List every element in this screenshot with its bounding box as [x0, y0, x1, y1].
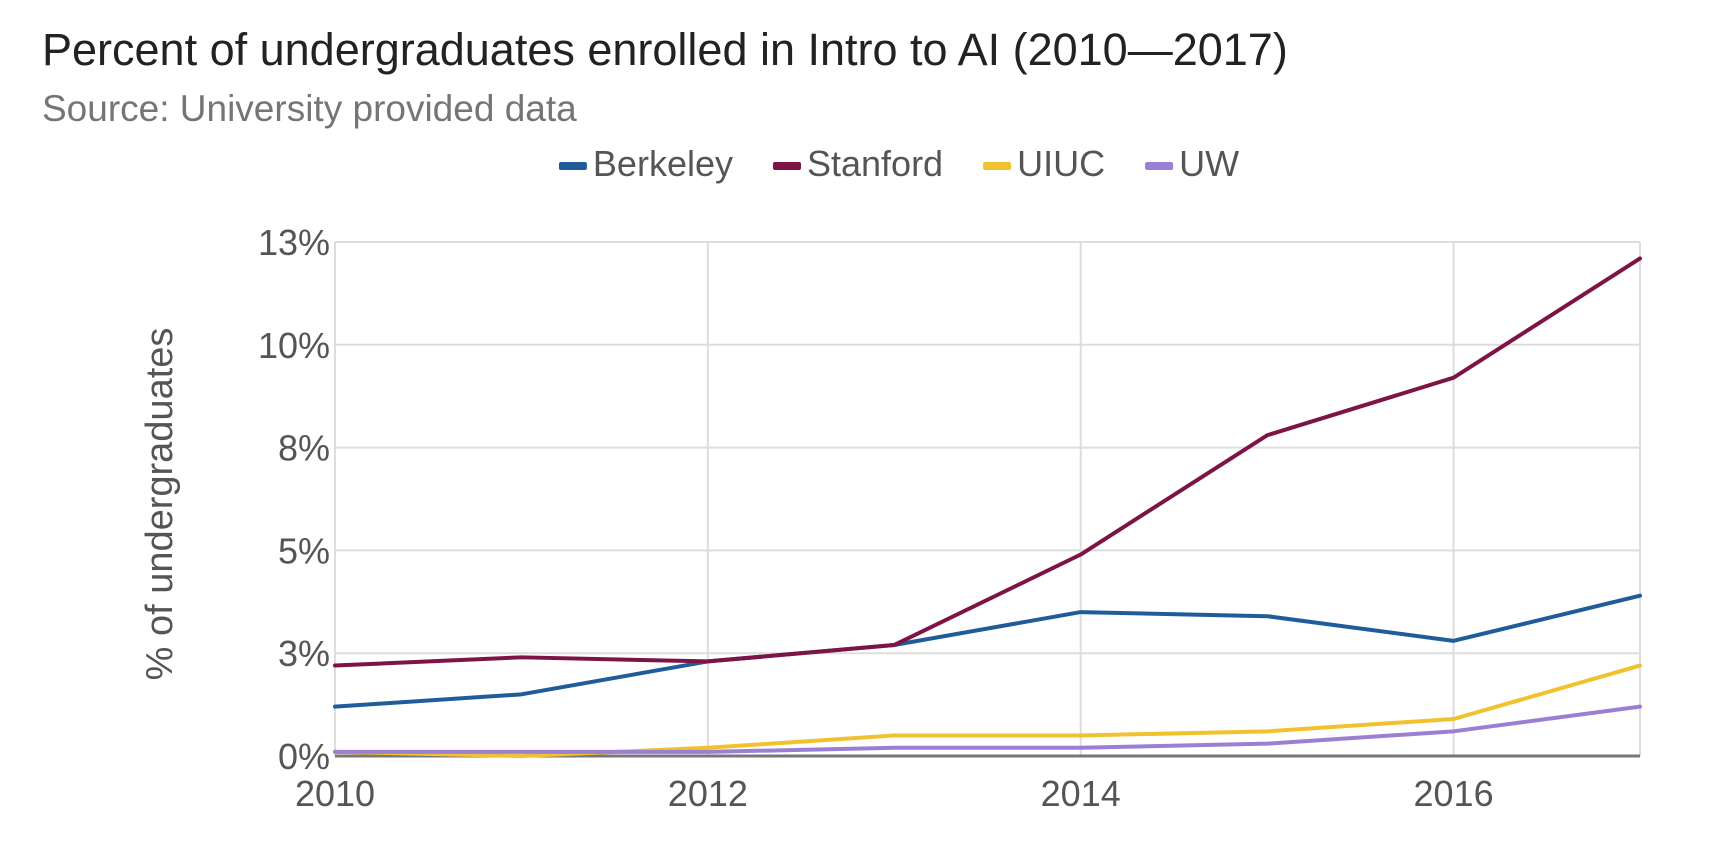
series-line-stanford [333, 256, 1642, 668]
chart-subtitle: Source: University provided data [42, 88, 577, 129]
grid [334, 241, 1641, 756]
y-tick-label: 3% [278, 633, 330, 674]
legend-item-berkeley: Berkeley [558, 143, 733, 184]
axes: 0% 3% 5% 8% 10% 13% 2010 2012 2014 2016 % of under… [139, 222, 1640, 814]
legend-swatch [772, 162, 801, 170]
legend-swatch [983, 162, 1012, 170]
legend-swatch [558, 162, 587, 170]
series-lines [333, 256, 1642, 758]
legend-label: Stanford [807, 143, 943, 184]
y-tick-label: 0% [278, 736, 330, 777]
legend: Berkeley Stanford UIUC UW [558, 143, 1239, 184]
x-tick-label: 2012 [668, 773, 748, 814]
legend-item-uiuc: UIUC [983, 143, 1105, 184]
legend-label: Berkeley [593, 143, 733, 184]
series-line-uw [333, 704, 1642, 754]
x-tick-label: 2016 [1414, 773, 1494, 814]
series-line-berkeley [333, 593, 1642, 709]
y-tick-label: 13% [258, 222, 330, 263]
y-axis-title: % of undergraduates [139, 328, 181, 681]
series-line-uiuc [333, 663, 1642, 758]
legend-item-stanford: Stanford [772, 143, 943, 184]
legend-item-uw: UW [1145, 143, 1239, 184]
legend-swatch [1145, 162, 1174, 170]
x-tick-label: 2010 [295, 773, 375, 814]
y-tick-label: 10% [258, 325, 330, 366]
legend-label: UIUC [1017, 143, 1105, 184]
legend-label: UW [1179, 143, 1239, 184]
y-tick-label: 5% [278, 530, 330, 571]
chart-title: Percent of undergraduates enrolled in In… [42, 24, 1288, 75]
x-tick-label: 2014 [1041, 773, 1121, 814]
y-tick-label: 8% [278, 428, 330, 469]
